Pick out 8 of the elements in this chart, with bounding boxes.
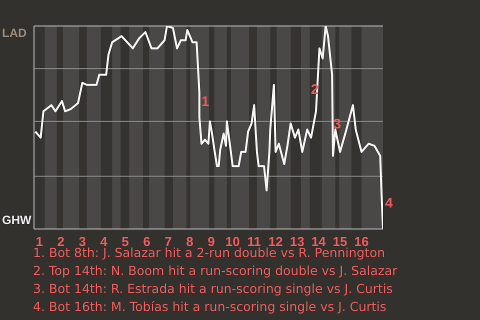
annotation: 3 bbox=[333, 115, 342, 132]
text: 3. Bot 14th: R. Estrada hit a run-scoring single vs J. Curtis bbox=[33, 280, 394, 298]
annotation: 1 bbox=[201, 93, 210, 110]
text: GHW bbox=[2, 213, 32, 227]
text: 4. Bot 16th: M. Tobías hit a run-scoring single vs J. Curtis bbox=[33, 298, 388, 316]
annotation: 4 bbox=[385, 194, 393, 211]
text: 2. Top 14th: N. Boom hit a run-scoring double vs J. Salazar bbox=[33, 262, 398, 280]
text: LAD bbox=[2, 26, 27, 40]
